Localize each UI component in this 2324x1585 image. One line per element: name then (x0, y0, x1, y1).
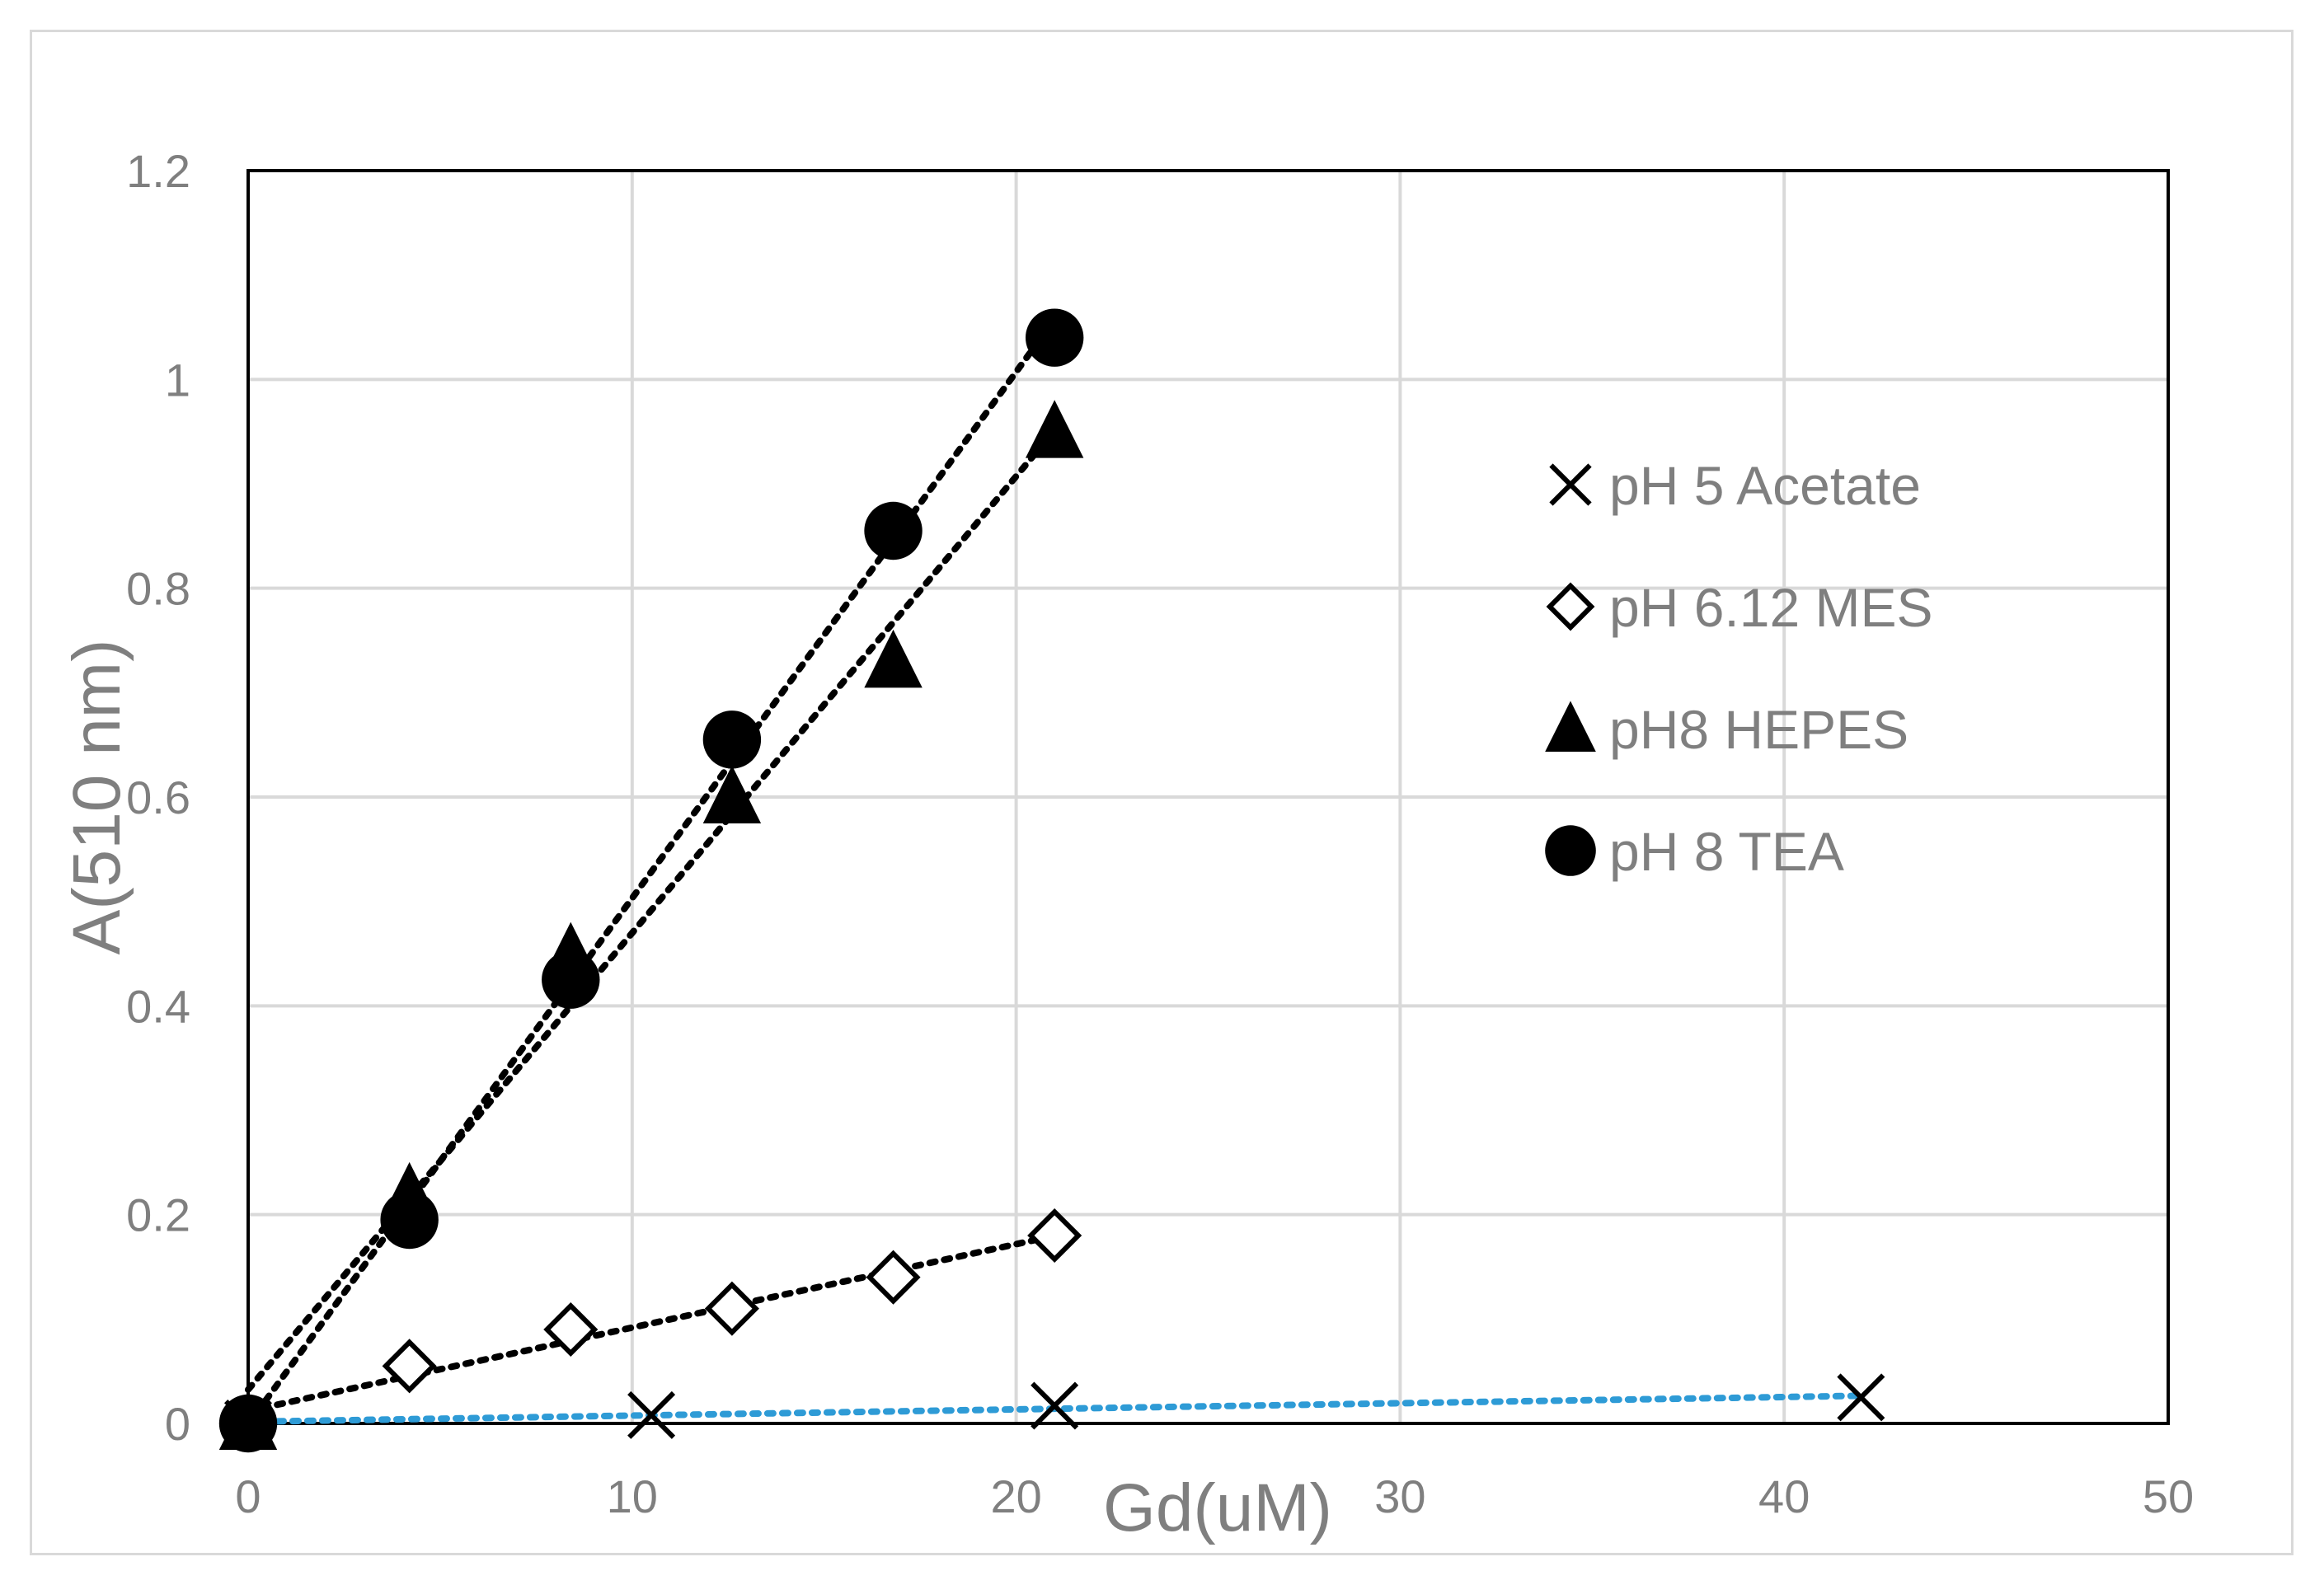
y-tick-label: 0.2 (126, 1189, 190, 1241)
data-point-series-2 (702, 765, 762, 823)
y-axis-title: A(510 nm) (59, 640, 134, 955)
grid (246, 169, 2170, 1425)
data-point-series-1 (704, 1281, 759, 1336)
data-point-series-1 (1027, 1208, 1082, 1264)
y-tick-label: 1 (165, 354, 190, 406)
legend-label-1: pH 6.12 MES (1609, 577, 1933, 638)
data-markers (218, 308, 1885, 1453)
plot-area-border (246, 169, 2170, 1425)
trendline-3 (245, 316, 1059, 1428)
legend-marker-2 (1545, 701, 1596, 752)
y-tick-label: 0.6 (126, 771, 190, 823)
legend-label-0: pH 5 Acetate (1609, 455, 1921, 516)
chart-frame (30, 30, 2293, 1555)
trendline-2 (245, 427, 1059, 1393)
x-tick-label: 0 (235, 1470, 261, 1522)
y-tick-label: 0 (165, 1398, 190, 1450)
x-tick-label: 50 (2143, 1470, 2194, 1522)
trendline-1 (245, 1232, 1059, 1414)
legend-marker-3 (1545, 825, 1596, 876)
legend: pH 5 Acetate pH 6.12 MES pH8 HEPES pH 8 TEA (1545, 455, 1933, 882)
data-point-series-1 (866, 1250, 921, 1305)
data-point-series-1 (382, 1339, 437, 1394)
data-point-series-3 (1025, 308, 1084, 367)
x-tick-label: 40 (1758, 1470, 1810, 1522)
data-point-series-3 (702, 710, 762, 769)
data-point-series-0 (627, 1390, 676, 1439)
x-axis-title: Gd(uM) (1103, 1470, 1332, 1545)
legend-marker-0 (1549, 463, 1592, 506)
data-point-series-3 (380, 1190, 439, 1250)
data-point-series-3 (218, 1394, 278, 1453)
data-point-series-3 (542, 950, 600, 1009)
data-point-series-2 (864, 629, 923, 688)
data-point-series-0 (1031, 1381, 1079, 1430)
x-tick-label: 30 (1374, 1470, 1425, 1522)
tick-labels: 0 10 20 30 40 50 0 0.2 0.4 0.6 0.8 1 1.2 (126, 145, 2194, 1522)
y-tick-label: 0.8 (126, 563, 190, 615)
data-point-series-0 (1837, 1373, 1885, 1422)
legend-label-3: pH 8 TEA (1609, 821, 1844, 882)
y-tick-label: 1.2 (126, 145, 190, 197)
data-point-series-2 (1025, 400, 1084, 458)
y-tick-label: 0.4 (126, 980, 190, 1032)
data-point-series-3 (864, 501, 923, 560)
legend-marker-1 (1546, 582, 1595, 631)
data-point-series-1 (543, 1301, 599, 1358)
x-tick-label: 20 (990, 1470, 1041, 1522)
legend-label-2: pH8 HEPES (1609, 699, 1908, 760)
x-tick-label: 10 (607, 1470, 658, 1522)
